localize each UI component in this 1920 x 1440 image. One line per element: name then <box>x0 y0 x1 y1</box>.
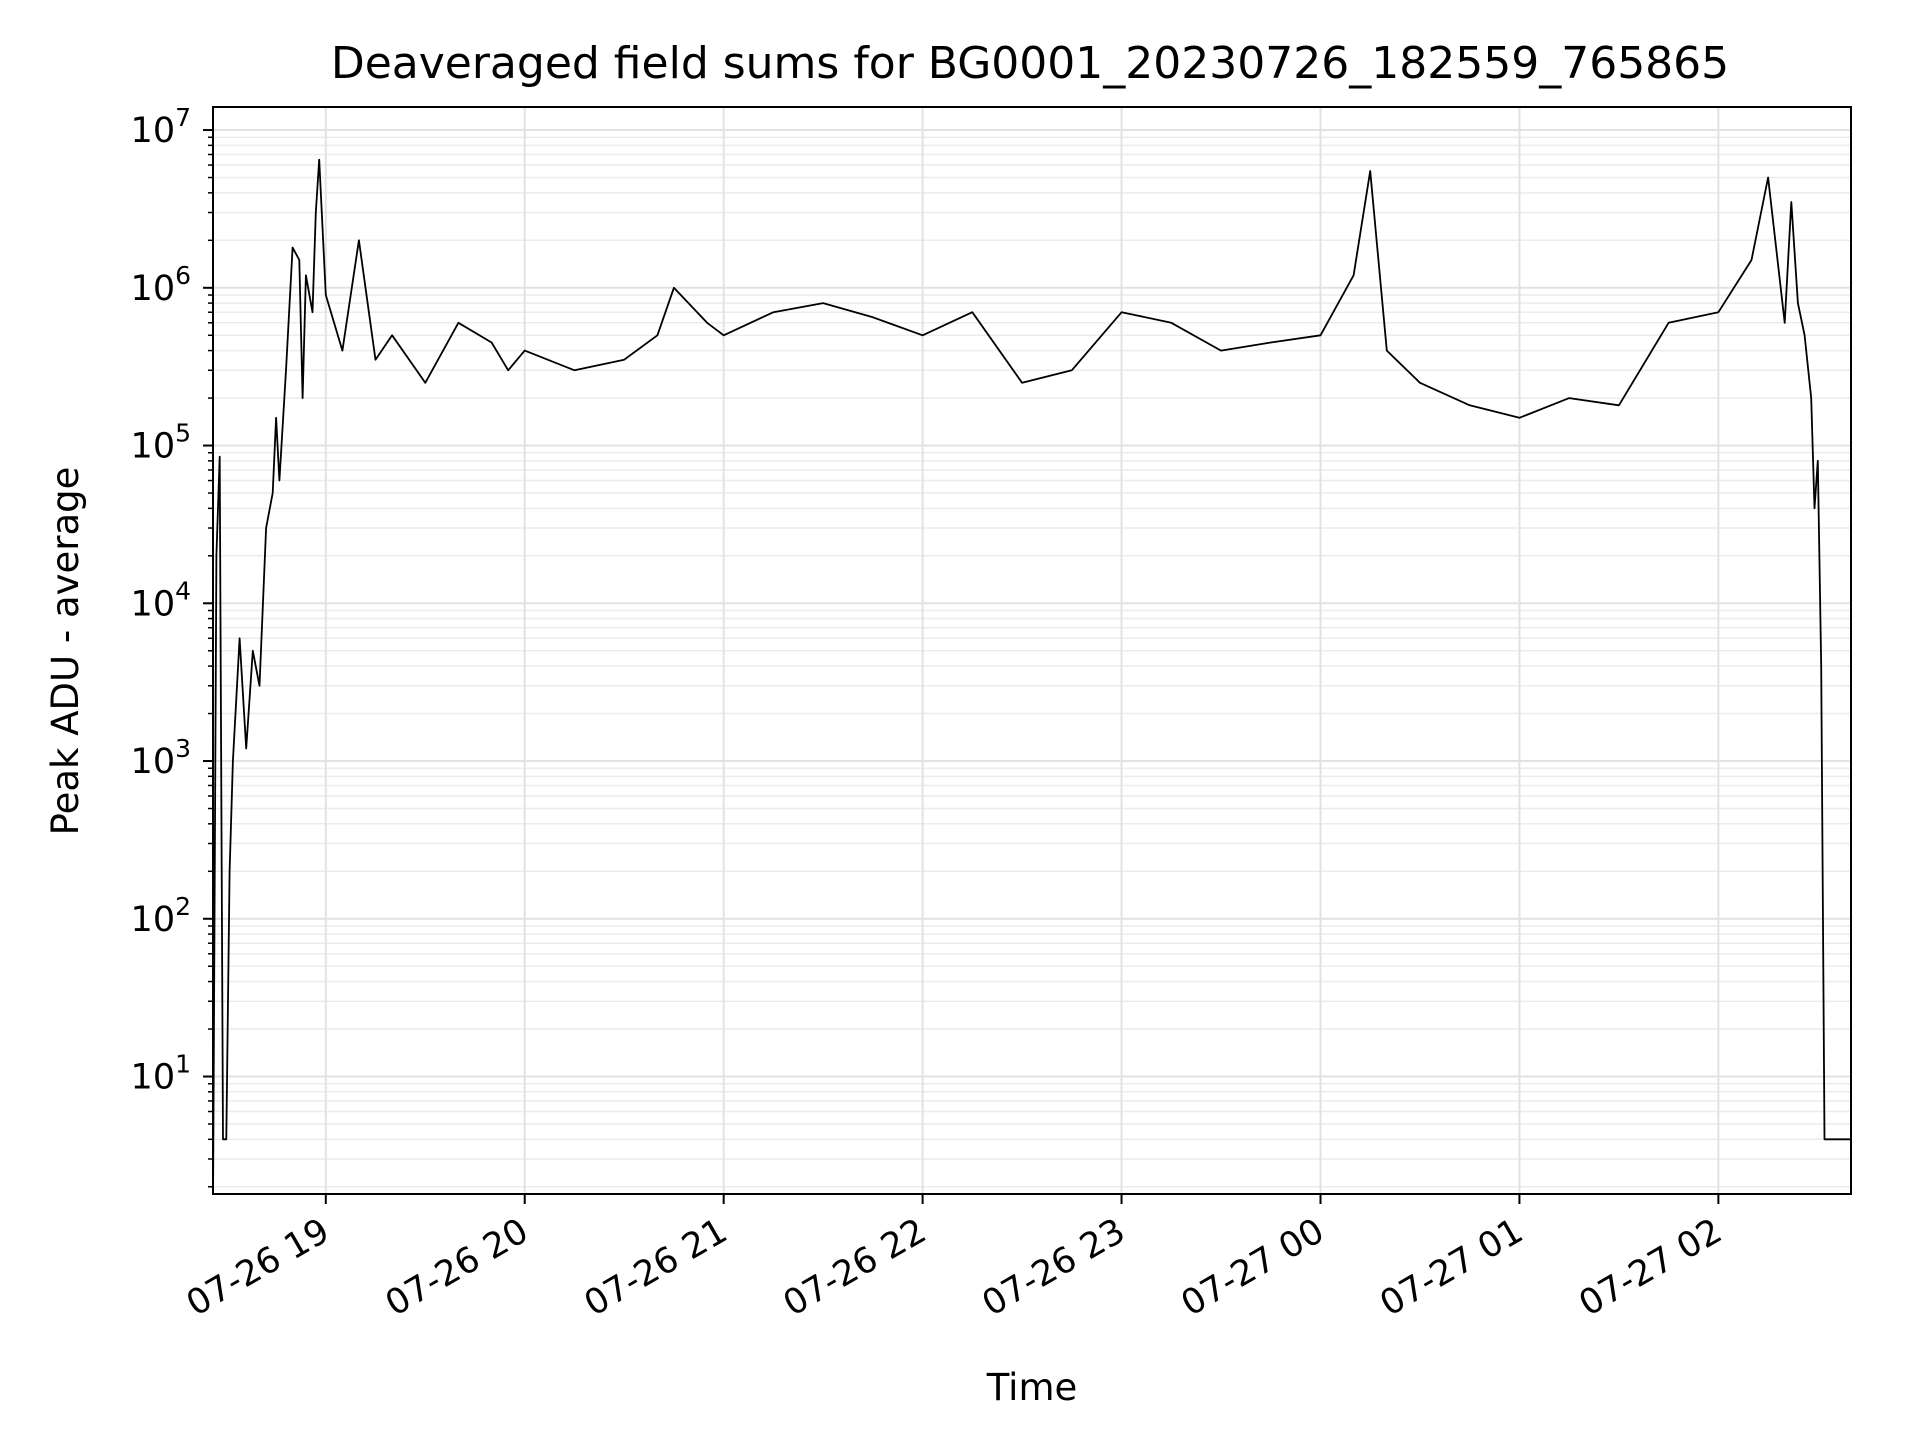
y-tick-label: 102 <box>131 892 191 940</box>
y-tick-label: 104 <box>131 576 191 624</box>
x-axis-label: Time <box>986 1366 1078 1409</box>
y-axis-label: Peak ADU - average <box>44 467 87 836</box>
y-tick-label: 107 <box>131 103 191 151</box>
series-line <box>212 158 1851 1187</box>
y-tick-label: 101 <box>131 1050 191 1098</box>
y-tick-label: 106 <box>131 261 191 309</box>
grid-layer <box>213 107 1851 1194</box>
series-layer <box>212 158 1851 1187</box>
chart-title: Deaveraged field sums for BG0001_2023072… <box>331 38 1729 89</box>
y-tick-label: 103 <box>131 734 191 782</box>
y-tick-label: 105 <box>131 419 191 467</box>
